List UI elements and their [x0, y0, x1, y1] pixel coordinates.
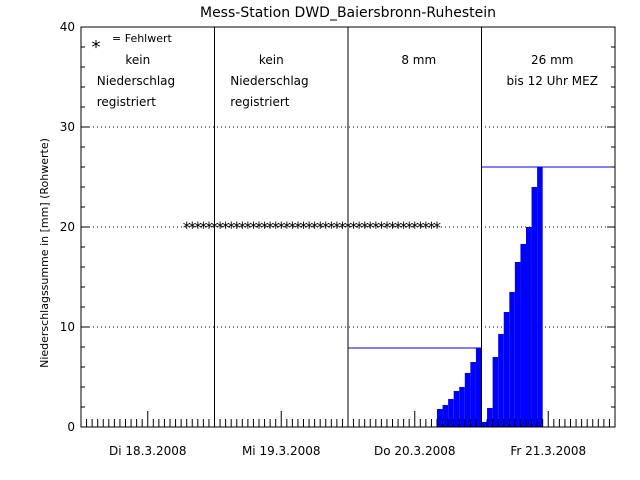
- day-annotation-text: Niederschlag: [97, 74, 175, 88]
- day-annotation-text: bis 12 Uhr MEZ: [507, 74, 598, 88]
- missing-value-marker: *: [288, 218, 296, 237]
- precip-bar: [514, 262, 521, 427]
- missing-value-marker: *: [238, 218, 246, 237]
- precip-bar: [437, 409, 443, 427]
- precip-bar: [537, 167, 543, 427]
- x-day-label: Do 20.3.2008: [374, 444, 455, 458]
- legend-symbol: *: [92, 37, 101, 58]
- day-annotation-text: 8 mm: [401, 53, 436, 67]
- missing-value-marker: *: [372, 218, 380, 237]
- missing-value-marker: *: [222, 218, 230, 237]
- day-annotation-text: kein: [125, 53, 150, 67]
- missing-value-marker: *: [338, 218, 346, 237]
- precip-bar: [442, 405, 449, 427]
- missing-value-marker: *: [416, 218, 424, 237]
- missing-value-marker: *: [355, 218, 363, 237]
- y-tick-label: 20: [60, 220, 75, 234]
- x-day-label: Di 18.3.2008: [109, 444, 186, 458]
- precip-bar: [503, 312, 510, 427]
- missing-value-marker: *: [272, 218, 280, 237]
- missing-value-marker: *: [400, 218, 408, 237]
- missing-value-marker: *: [322, 218, 330, 237]
- day-annotation-text: kein: [259, 53, 284, 67]
- precip-bar: [459, 387, 465, 427]
- missing-value-marker: *: [266, 218, 274, 237]
- x-day-label: Fr 21.3.2008: [510, 444, 586, 458]
- day-annotation-text: registriert: [230, 95, 290, 109]
- missing-value-marker: *: [427, 218, 435, 237]
- x-day-label: Mi 19.3.2008: [242, 444, 321, 458]
- precip-bar: [526, 227, 532, 427]
- missing-value-marker: *: [194, 218, 202, 237]
- missing-value-marker: *: [199, 218, 207, 237]
- legend-text: = Fehlwert: [112, 32, 173, 45]
- precip-bar: [520, 244, 526, 427]
- missing-value-marker: *: [383, 218, 391, 237]
- missing-value-marker: *: [205, 218, 213, 237]
- missing-value-marker: *: [411, 218, 419, 237]
- precip-bar: [448, 399, 454, 427]
- precip-bar: [487, 408, 493, 427]
- y-axis-label: Niederschlagssumme in [mm] (Rohwerte): [38, 138, 51, 368]
- precip-bar: [464, 373, 471, 427]
- missing-value-marker: *: [255, 218, 263, 237]
- precip-bar: [531, 187, 538, 427]
- missing-value-marker: *: [316, 218, 324, 237]
- legend: * = Fehlwert: [92, 32, 173, 58]
- precip-bar: [492, 357, 499, 427]
- missing-value-marker: *: [244, 218, 252, 237]
- precip-bar: [475, 348, 482, 427]
- missing-value-marker: *: [394, 218, 402, 237]
- chart-title: Mess-Station DWD_Baiersbronn-Ruhestein: [200, 5, 496, 21]
- missing-value-marker: *: [311, 218, 319, 237]
- missing-value-marker: *: [361, 218, 369, 237]
- day-annotation-text: registriert: [97, 95, 157, 109]
- missing-value-marker: *: [305, 218, 313, 237]
- missing-value-marker: *: [350, 218, 358, 237]
- missing-value-marker: *: [233, 218, 241, 237]
- precip-bar: [481, 422, 488, 427]
- y-tick-label: 30: [60, 120, 75, 134]
- missing-value-marker: *: [261, 218, 269, 237]
- missing-value-marker: *: [405, 218, 413, 237]
- missing-value-marker: *: [283, 218, 291, 237]
- missing-value-marker: *: [188, 218, 196, 237]
- day-annotation-text: Niederschlag: [230, 74, 308, 88]
- y-tick-label: 10: [60, 320, 75, 334]
- y-tick-label: 0: [67, 420, 75, 434]
- missing-value-marker: *: [249, 218, 257, 237]
- missing-value-marker: *: [294, 218, 302, 237]
- missing-value-marker: *: [216, 218, 224, 237]
- precip-bar: [470, 362, 476, 427]
- precip-bar: [498, 334, 504, 427]
- missing-value-marker: *: [300, 218, 308, 237]
- missing-value-marker: *: [227, 218, 235, 237]
- missing-value-marker: *: [377, 218, 385, 237]
- precip-bar: [453, 391, 460, 427]
- y-tick-label: 40: [60, 20, 75, 34]
- precip-bar: [509, 292, 515, 427]
- missing-value-marker: *: [277, 218, 285, 237]
- missing-value-marker: *: [389, 218, 397, 237]
- missing-value-marker: *: [333, 218, 341, 237]
- missing-value-marker: *: [327, 218, 335, 237]
- missing-value-marker: *: [433, 218, 441, 237]
- missing-value-marker: *: [366, 218, 374, 237]
- missing-value-marker: *: [183, 218, 191, 237]
- missing-value-marker: *: [422, 218, 430, 237]
- day-annotation-text: 26 mm: [531, 53, 573, 67]
